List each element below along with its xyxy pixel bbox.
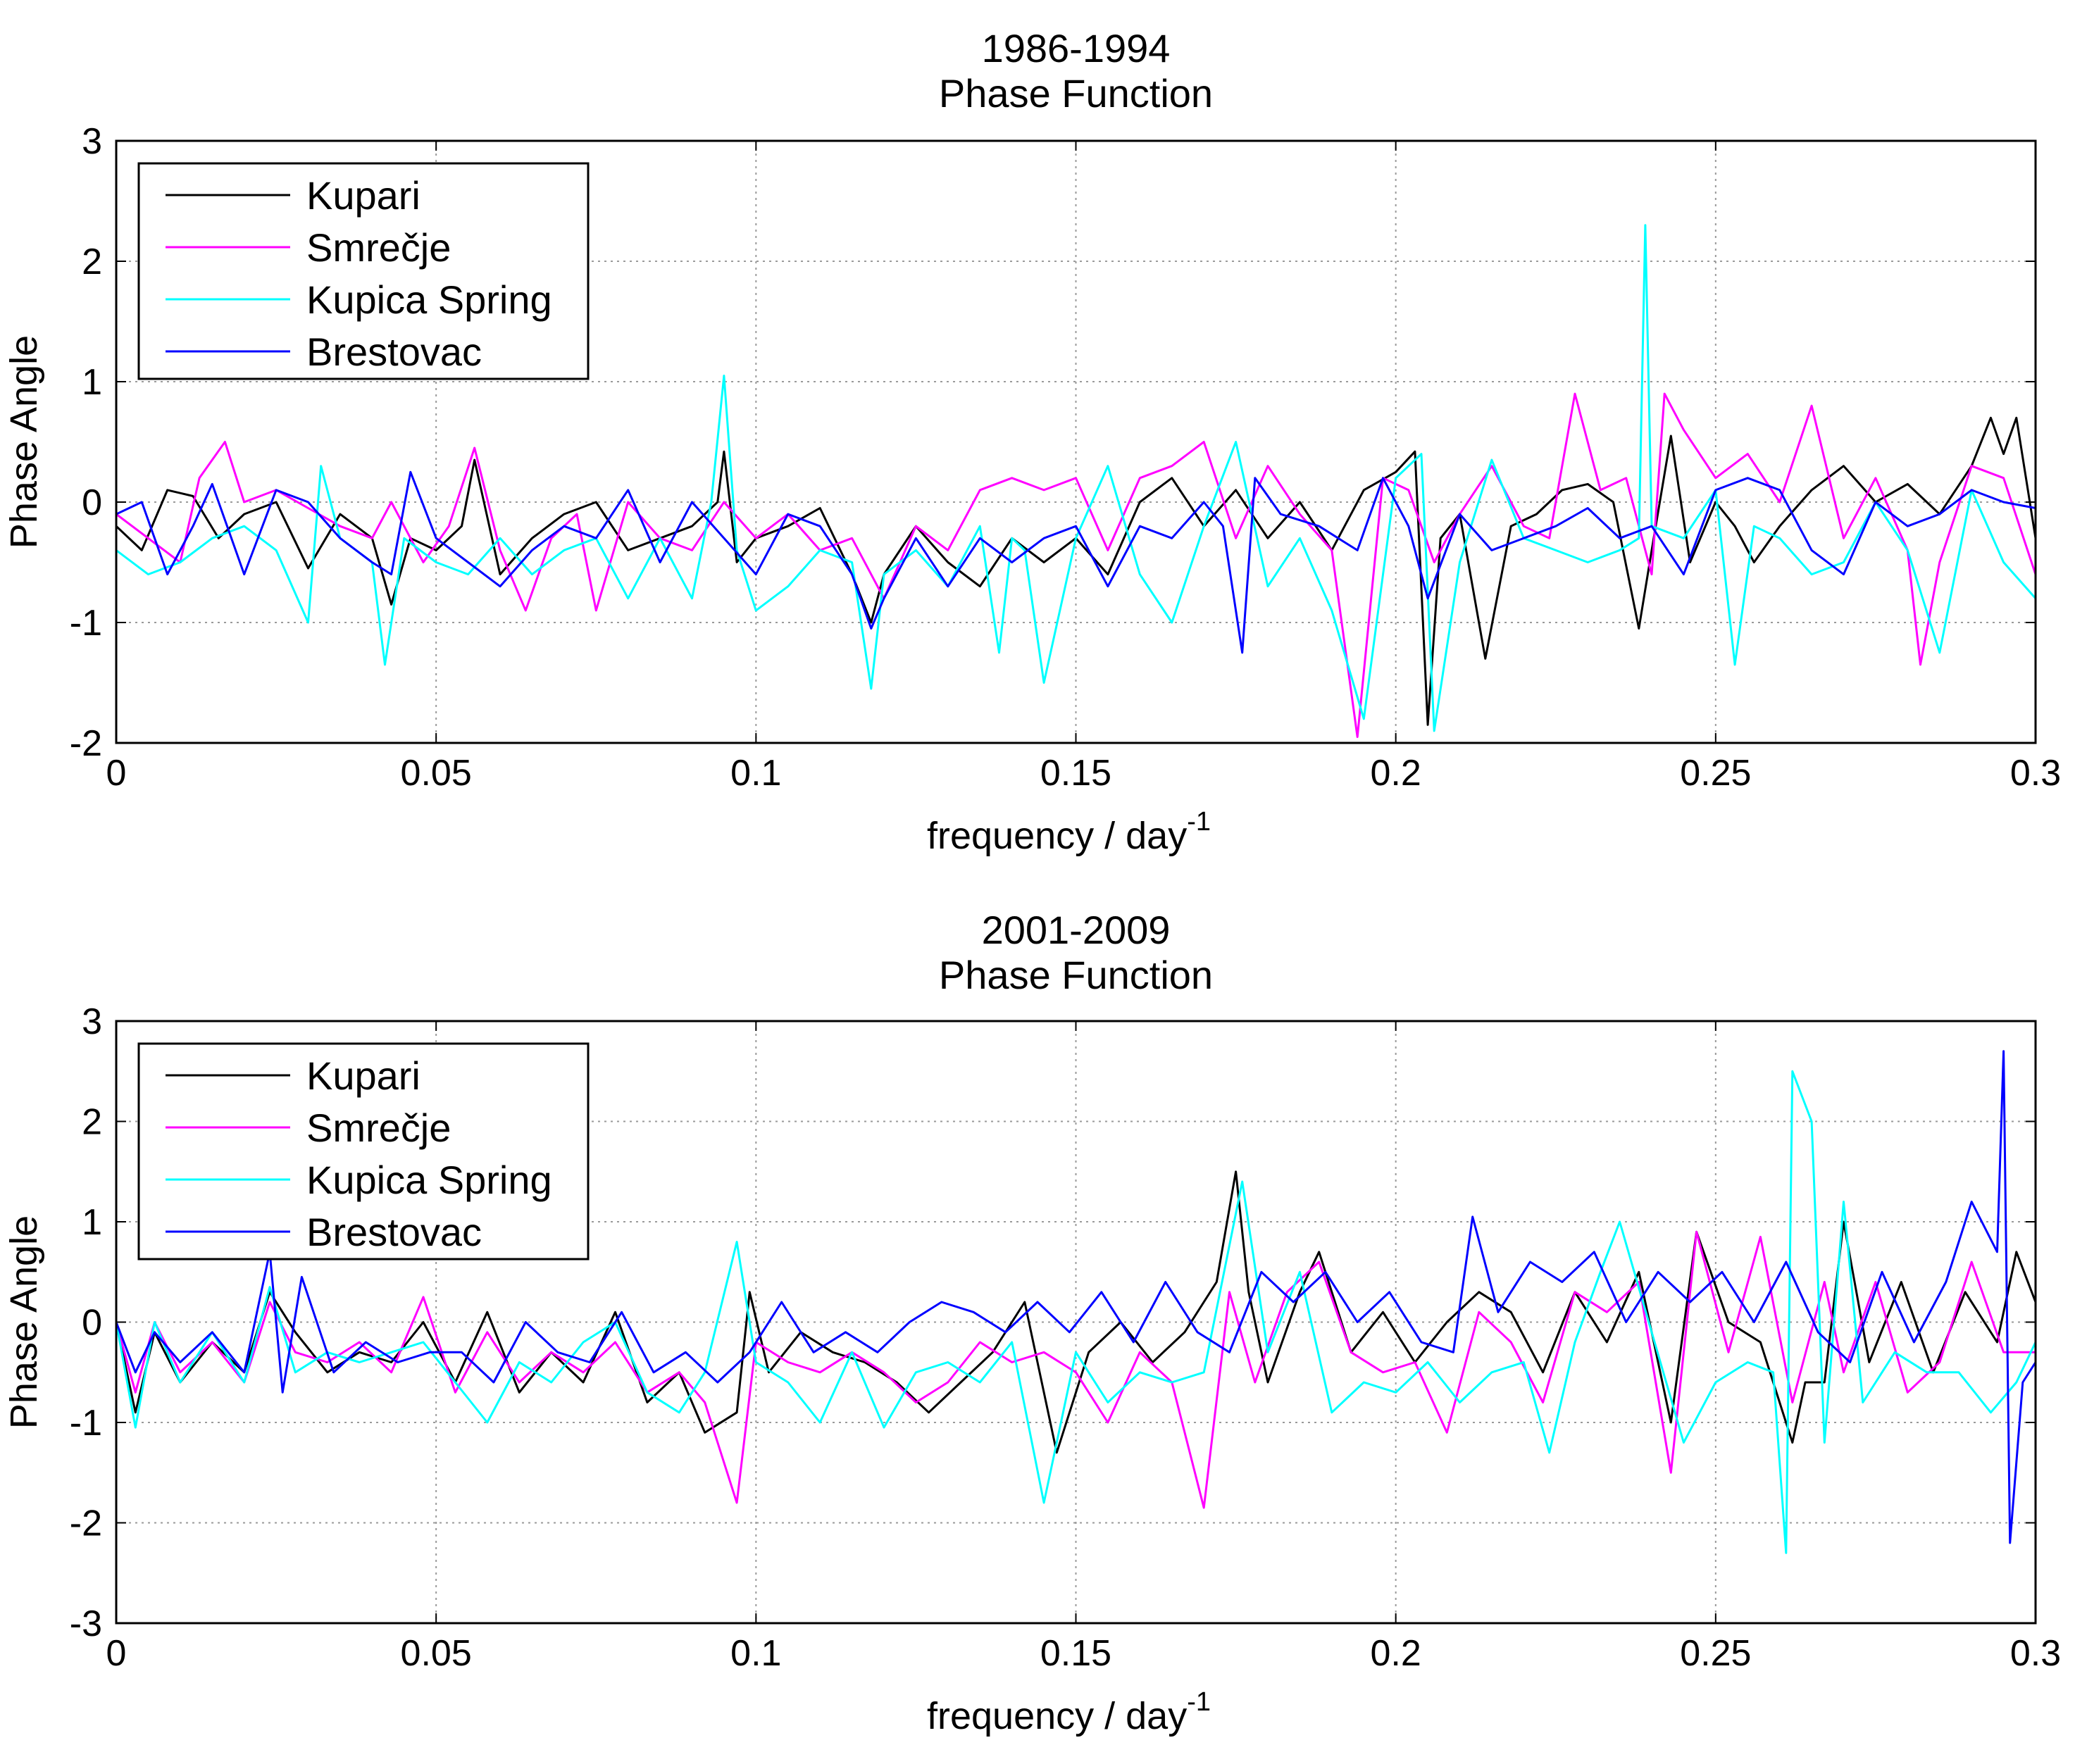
x-tick-label: 0.2 [1371,1633,1421,1674]
x-tick-label: 0.25 [1680,1633,1751,1674]
y-tick-label: 1 [82,1202,102,1243]
x-axis-label: frequency / day-1 [927,807,1211,857]
x-tick-label: 0.2 [1371,753,1421,794]
y-tick-label: 1 [82,362,102,403]
series-line-kupari [116,1170,2036,1454]
chart-subtitle: Phase Function [939,953,1213,997]
y-tick-label: -2 [70,1503,102,1544]
x-tick-label: 0.05 [401,753,472,794]
x-tick-label: 0.15 [1040,1633,1111,1674]
x-tick-label: 0.3 [2010,753,2061,794]
legend-label: Kupica Spring [306,277,552,322]
series-line-brestovac [116,470,2036,654]
series-line-kupari [116,416,2036,726]
series-line-kupica-spring [116,1070,2036,1554]
chart-panel-1986-1994: 1986-1994 Phase Function 0 0.05 0.1 0.15 0.2 0.… [3,26,2061,857]
x-axis-label-text: frequency / day [927,1695,1187,1737]
x-tick-label: 0 [106,1633,127,1674]
y-tick-label: 0 [82,482,102,523]
x-tick-label: 0.05 [401,1633,472,1674]
series-line-kupica-spring [116,224,2036,732]
x-axis-label-superscript: -1 [1187,1687,1211,1717]
legend-label: Brestovac [306,330,482,374]
series-line-brestovac [116,1050,2036,1544]
y-tick-label: -1 [70,1403,102,1444]
y-tick-label: 3 [82,121,102,162]
series-line-smre-je [116,1230,2036,1509]
chart-title: 2001-2009 [982,908,1171,952]
legend-label: Kupari [306,173,420,218]
x-tick-label: 0.1 [730,1633,781,1674]
x-tick-label: 0.15 [1040,753,1111,794]
x-axis-label-superscript: -1 [1187,807,1211,837]
x-tick-label: 0.1 [730,753,781,794]
legend-label: Brestovac [306,1210,482,1254]
y-tick-label: -3 [70,1603,102,1644]
axes-frame [115,139,2037,744]
x-tick-label: 0.3 [2010,1633,2061,1674]
y-tick-label: 3 [82,1001,102,1042]
y-tick-label: -2 [70,723,102,764]
legend-label: Kupica Spring [306,1158,552,1202]
x-axis-label: frequency / day-1 [927,1687,1211,1737]
y-tick-label: -1 [70,603,102,644]
y-tick-label: 2 [82,242,102,282]
x-axis-label-text: frequency / day [927,815,1187,857]
legend-label: Kupari [306,1053,420,1098]
legend-label: Smrečje [306,225,451,270]
legend-box [137,162,590,380]
y-tick-label: 0 [82,1303,102,1344]
chart-title: 1986-1994 [982,26,1171,70]
legend-label: Smrečje [306,1106,451,1150]
x-tick-label: 0 [106,753,127,794]
y-axis-label: Phase Angle [3,335,45,549]
x-tick-label: 0.25 [1680,753,1751,794]
chart-panel-2001-2009: 2001-2009 Phase Function 0 0.05 0.1 0.15 0.2 0.… [0,882,2075,1764]
chart-subtitle: Phase Function [939,71,1213,115]
axes-frame [115,1020,2037,1625]
y-tick-label: 2 [82,1102,102,1143]
y-axis-label: Phase Angle [3,1215,45,1429]
legend-box [137,1042,590,1261]
